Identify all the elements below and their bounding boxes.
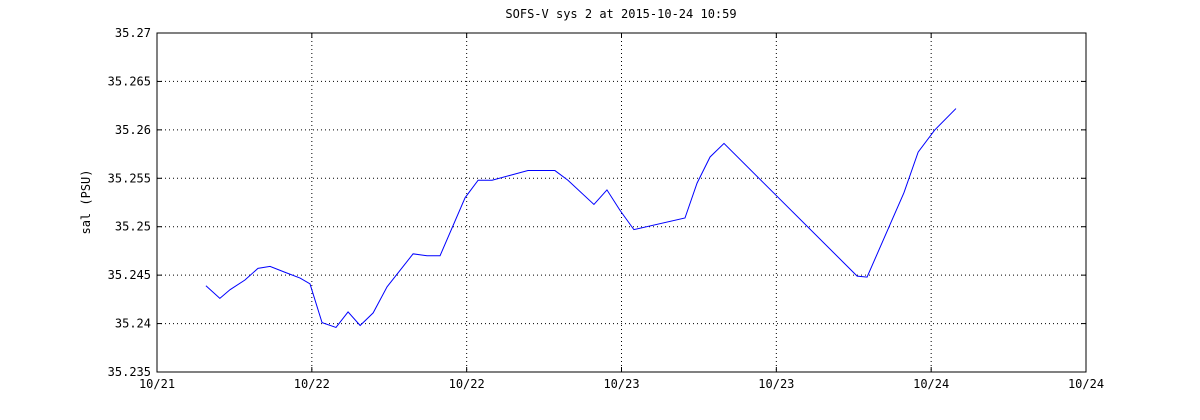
y-tick-label: 35.235	[108, 365, 151, 379]
y-tick-label: 35.24	[115, 317, 151, 331]
x-tick-label: 10/24	[1068, 377, 1104, 391]
plot-frame	[156, 32, 1087, 373]
x-tick-label: 10/23	[758, 377, 794, 391]
y-tick-label: 35.255	[108, 171, 151, 185]
y-tick-label: 35.27	[115, 26, 151, 40]
data-line	[205, 108, 957, 329]
y-tick-label: 35.25	[115, 220, 151, 234]
x-tick-label: 10/24	[913, 377, 949, 391]
x-tick-label: 10/22	[294, 377, 330, 391]
x-tick-label: 10/22	[449, 377, 485, 391]
x-tick-label: 10/21	[139, 377, 175, 391]
y-tick-label: 35.26	[115, 123, 151, 137]
chart-title: SOFS-V sys 2 at 2015-10-24 10:59	[505, 7, 736, 21]
y-tick-label: 35.245	[108, 268, 151, 282]
y-tick-label: 35.265	[108, 74, 151, 88]
y-axis-label: sal (PSU)	[79, 169, 93, 234]
x-tick-label: 10/23	[603, 377, 639, 391]
